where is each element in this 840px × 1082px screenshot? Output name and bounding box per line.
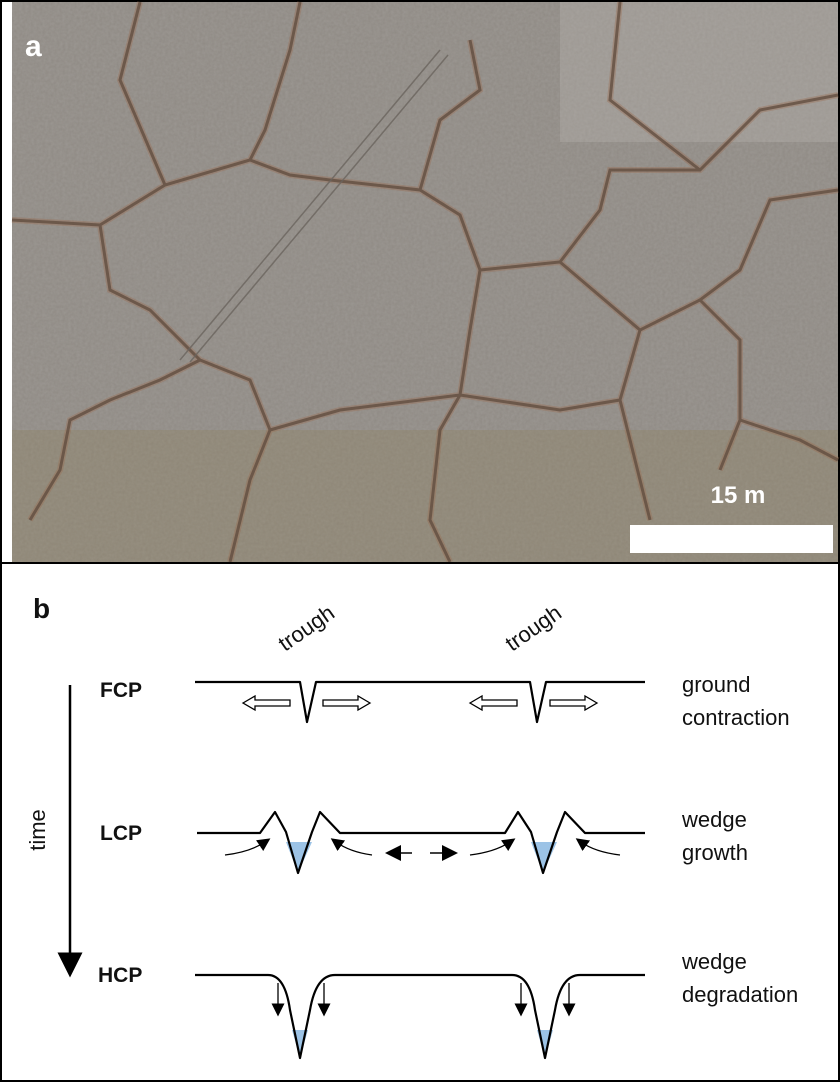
stage-label: LCP xyxy=(100,822,142,845)
stage-description: contraction xyxy=(682,705,790,730)
stage-label: HCP xyxy=(98,964,142,987)
fcp-profile xyxy=(195,682,645,722)
trough-label: trough xyxy=(274,600,339,656)
stage-label: FCP xyxy=(100,679,142,702)
panel-label: b xyxy=(33,593,50,624)
stage-description: wedge xyxy=(681,949,747,974)
scale-bar xyxy=(630,525,833,553)
stage-description: growth xyxy=(682,840,748,865)
lcp-profile xyxy=(197,812,645,873)
time-label: time xyxy=(25,809,50,851)
stage-description: ground xyxy=(682,672,751,697)
trough-label: trough xyxy=(501,600,566,656)
hcp-profile xyxy=(195,975,645,1058)
stage-description: degradation xyxy=(682,982,798,1007)
panel-label: a xyxy=(25,30,42,63)
aerial-photo xyxy=(12,2,838,562)
figure: a 15 m b trough trough time FCP LCP HCP … xyxy=(0,0,840,1082)
stage-description: wedge xyxy=(681,807,747,832)
scale-bar-label: 15 m xyxy=(711,482,766,509)
